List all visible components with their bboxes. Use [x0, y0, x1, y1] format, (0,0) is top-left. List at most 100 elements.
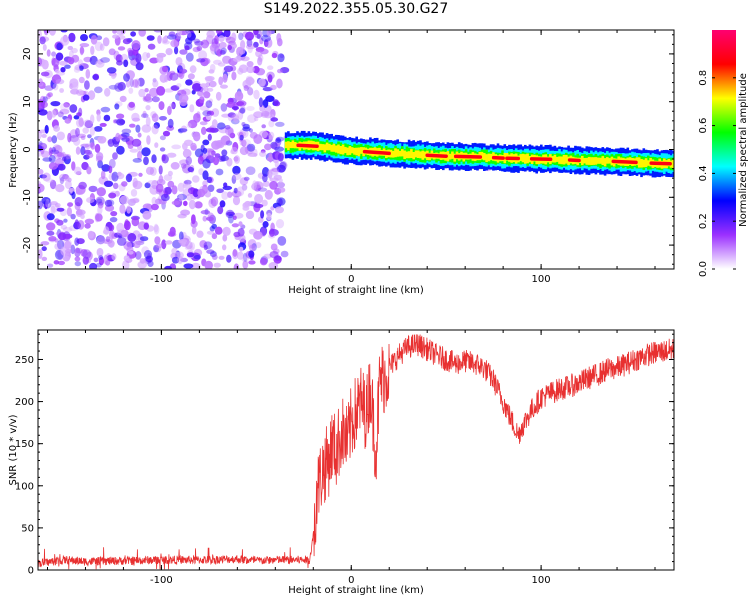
noise-blob: [266, 212, 272, 221]
signal-band: [405, 151, 409, 159]
y-tick-label: -20: [22, 237, 33, 253]
noise-blob: [220, 84, 228, 89]
noise-blob: [241, 139, 247, 147]
noise-blob: [54, 145, 63, 155]
noise-blob: [107, 138, 115, 147]
noise-blob: [218, 76, 224, 86]
noise-blob: [183, 263, 194, 269]
noise-blob: [261, 110, 270, 117]
noise-blob: [226, 101, 236, 108]
snr-x-axis-label: Height of straight line (km): [288, 585, 424, 596]
noise-blob: [252, 180, 257, 190]
noise-blob: [55, 184, 65, 193]
signal-band: [325, 142, 329, 151]
noise-blob: [158, 175, 164, 184]
noise-blob: [87, 230, 95, 239]
noise-blob: [202, 147, 208, 154]
noise-blob: [210, 196, 219, 207]
noise-blob: [242, 260, 249, 269]
signal-band: [592, 157, 595, 165]
noise-blob: [203, 244, 208, 251]
noise-blob: [255, 50, 263, 58]
noise-blob: [203, 241, 213, 250]
noise-blob: [270, 243, 278, 251]
y-tick-label: 20: [22, 48, 33, 61]
noise-blob: [96, 247, 104, 257]
y-tick-label: 10: [22, 95, 33, 108]
noise-blob: [51, 146, 56, 153]
noise-blob: [178, 231, 184, 241]
noise-blob: [70, 213, 76, 220]
y-tick-label: 0: [28, 566, 34, 577]
noise-blob: [146, 52, 151, 59]
noise-blob: [246, 38, 253, 48]
noise-blob: [204, 260, 213, 269]
noise-blob: [277, 153, 284, 162]
noise-blob: [222, 244, 227, 251]
signal-peak: [453, 154, 483, 159]
noise-blob: [121, 132, 130, 138]
noise-blob: [142, 210, 152, 220]
noise-blob: [233, 113, 240, 124]
noise-blob: [129, 78, 134, 88]
spectrogram-y-axis-label: Frequency (Hz): [8, 112, 19, 188]
noise-blob: [51, 109, 57, 118]
noise-blob: [59, 177, 64, 185]
noise-blob: [130, 198, 140, 204]
noise-blob: [57, 239, 65, 250]
colorbar-tick-label: 0.2: [698, 213, 709, 229]
noise-blob: [57, 260, 65, 266]
noise-blob: [70, 88, 80, 95]
noise-blob: [220, 103, 228, 112]
noise-blob: [238, 64, 249, 73]
noise-blob: [71, 81, 79, 91]
signal-band: [581, 155, 584, 166]
noise-blob: [90, 45, 95, 56]
noise-blob: [239, 134, 244, 141]
noise-blob: [67, 45, 74, 51]
noise-blob: [143, 250, 153, 259]
noise-blob: [170, 85, 180, 91]
noise-blob: [242, 206, 250, 211]
noise-blob: [128, 250, 134, 255]
noise-blob: [232, 195, 241, 206]
noise-blob: [126, 205, 132, 214]
noise-blob: [108, 48, 116, 56]
noise-blob: [125, 173, 133, 183]
noise-blob: [275, 219, 285, 229]
noise-blob: [224, 125, 231, 130]
noise-blob: [82, 127, 89, 134]
noise-blob: [131, 138, 142, 147]
noise-blob: [98, 255, 104, 260]
signal-band: [487, 153, 491, 162]
noise-blob: [222, 55, 232, 64]
noise-blob: [121, 137, 130, 142]
noise-blob: [112, 119, 118, 124]
noise-blob: [67, 132, 72, 143]
signal-band: [485, 154, 488, 163]
noise-blob: [47, 263, 54, 268]
noise-blob: [89, 126, 96, 136]
noise-blob: [253, 30, 259, 36]
noise-blob: [157, 35, 162, 44]
x-tick-label: -100: [150, 575, 173, 586]
noise-blob: [244, 200, 252, 207]
noise-blob: [180, 163, 187, 169]
noise-blob: [280, 250, 289, 258]
noise-blob: [169, 226, 176, 237]
noise-blob: [75, 188, 83, 195]
noise-blob: [158, 165, 163, 175]
noise-blob: [171, 247, 178, 255]
noise-blob: [121, 181, 128, 187]
noise-blob: [178, 69, 185, 80]
signal-band: [489, 153, 493, 161]
noise-blob: [117, 171, 122, 177]
noise-blob: [227, 127, 234, 138]
noise-blob: [108, 192, 117, 199]
signal-band: [321, 144, 324, 151]
noise-blob: [64, 175, 70, 182]
noise-blob: [246, 61, 254, 67]
noise-blob: [189, 65, 197, 74]
noise-blob: [234, 91, 244, 101]
